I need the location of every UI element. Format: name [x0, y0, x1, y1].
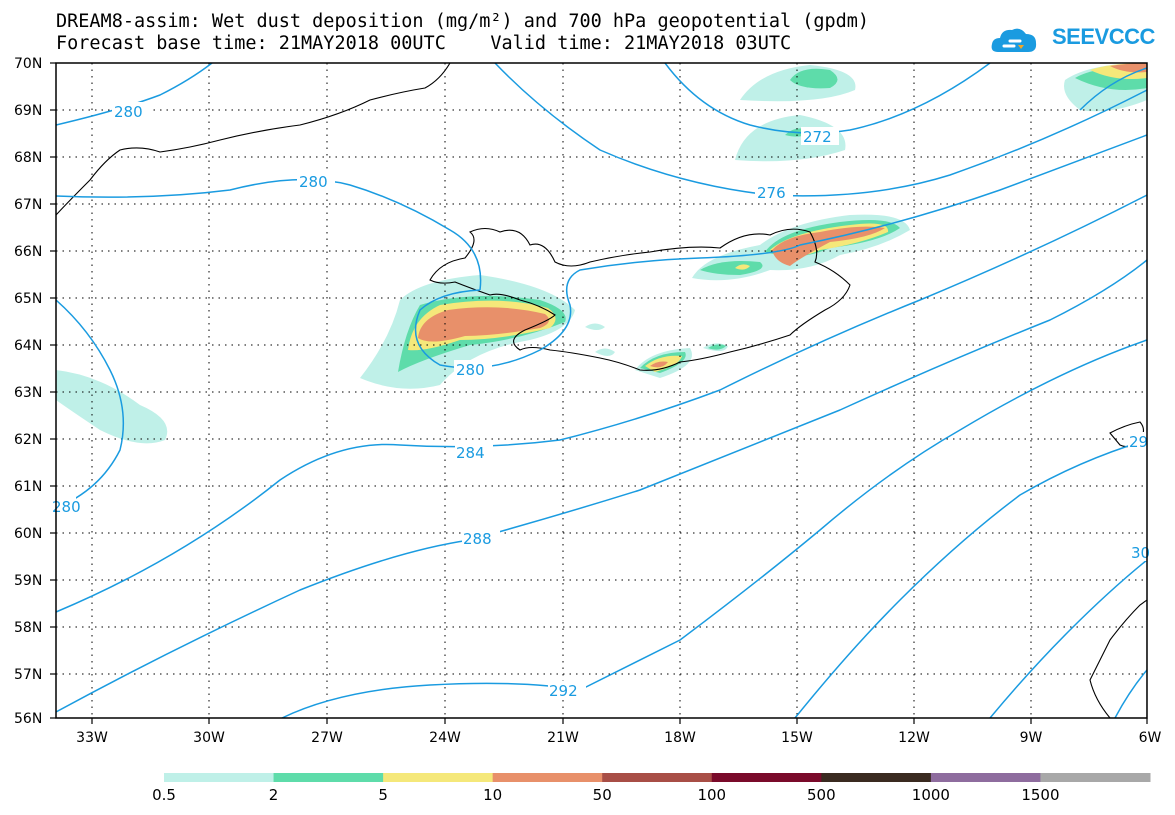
colorbar-label: 5	[378, 786, 388, 804]
lat-label: 62N	[14, 432, 42, 448]
contour-label-group: 280 280 280 272 276 280 284 288 292 29 3…	[52, 102, 1150, 700]
lon-label: 15W	[781, 730, 813, 746]
lat-label: 69N	[14, 103, 42, 119]
lon-label: 12W	[898, 730, 930, 746]
scotland-coast	[1089, 599, 1147, 718]
colorbar-label: 0.5	[152, 786, 176, 804]
colorbar-label: 2	[269, 786, 279, 804]
logo-text: SEEVCCC	[1052, 24, 1155, 49]
cloud-icon	[991, 28, 1037, 52]
iceland-coast	[429, 227, 851, 371]
lon-label: 24W	[429, 730, 461, 746]
lon-label: 27W	[311, 730, 343, 746]
map-frame	[55, 62, 1148, 719]
dust-deposition-layer	[56, 63, 1147, 444]
lat-label: 67N	[14, 197, 42, 213]
colorbar-label: 1500	[1021, 786, 1059, 804]
colorbar-swatch	[930, 773, 1041, 782]
lon-label: 30W	[193, 730, 225, 746]
contour-label: 292	[549, 682, 578, 700]
colorbar-swatch	[492, 773, 603, 782]
lat-label: 59N	[14, 573, 42, 589]
chart-subtitle: Forecast base time: 21MAY2018 00UTC Vali…	[56, 33, 792, 54]
lat-label: 61N	[14, 479, 42, 495]
colorbar-label: 1000	[912, 786, 950, 804]
lon-label: 18W	[664, 730, 696, 746]
colorbar-label: 10	[483, 786, 502, 804]
chart-title: DREAM8-assim: Wet dust deposition (mg/m²…	[56, 11, 870, 32]
colorbar-swatch	[164, 773, 275, 782]
lat-label: 68N	[14, 150, 42, 166]
contour-label: 29	[1129, 433, 1148, 451]
colorbar-swatch	[273, 773, 384, 782]
contour-label: 280	[299, 173, 328, 191]
axis-ticks	[50, 62, 1148, 724]
colorbar-label: 100	[697, 786, 726, 804]
colorbar-label: 50	[593, 786, 612, 804]
lat-label: 56N	[14, 711, 42, 727]
colorbar-label: 500	[807, 786, 836, 804]
lat-labels: 70N 69N 68N 67N 66N 65N 64N 63N 62N 61N …	[14, 56, 42, 727]
lat-label: 60N	[14, 526, 42, 542]
lon-label: 21W	[547, 730, 579, 746]
greenland-coast	[56, 63, 451, 216]
contour-label: 280	[456, 361, 485, 379]
colorbar: 0.5 2 5 10 50 100 500 1000 1500	[152, 773, 1151, 804]
colorbar-swatch	[383, 773, 494, 782]
lat-label: 57N	[14, 667, 42, 683]
colorbar-swatch	[711, 773, 822, 782]
contour-label: 284	[456, 444, 485, 462]
lat-label: 66N	[14, 244, 42, 260]
lat-label: 58N	[14, 620, 42, 636]
contour-label: 288	[463, 530, 492, 548]
contour-label: 280	[114, 103, 143, 121]
lat-label: 63N	[14, 385, 42, 401]
lon-label: 6W	[1139, 730, 1162, 746]
map-background	[56, 63, 1147, 718]
lon-label: 9W	[1020, 730, 1043, 746]
geopotential-contours	[56, 63, 1147, 718]
contour-label: 272	[803, 128, 832, 146]
contour-label: 276	[757, 184, 786, 202]
lat-label: 70N	[14, 56, 42, 72]
lat-label: 65N	[14, 291, 42, 307]
colorbar-swatch	[1040, 773, 1151, 782]
colorbar-swatch	[821, 773, 932, 782]
lat-label: 64N	[14, 338, 42, 354]
contour-label: 280	[52, 498, 81, 516]
lon-labels: 33W 30W 27W 24W 21W 18W 15W 12W 9W 6W	[76, 730, 1161, 746]
colorbar-swatch	[602, 773, 713, 782]
lon-label: 33W	[76, 730, 108, 746]
contour-label: 30	[1131, 544, 1150, 562]
